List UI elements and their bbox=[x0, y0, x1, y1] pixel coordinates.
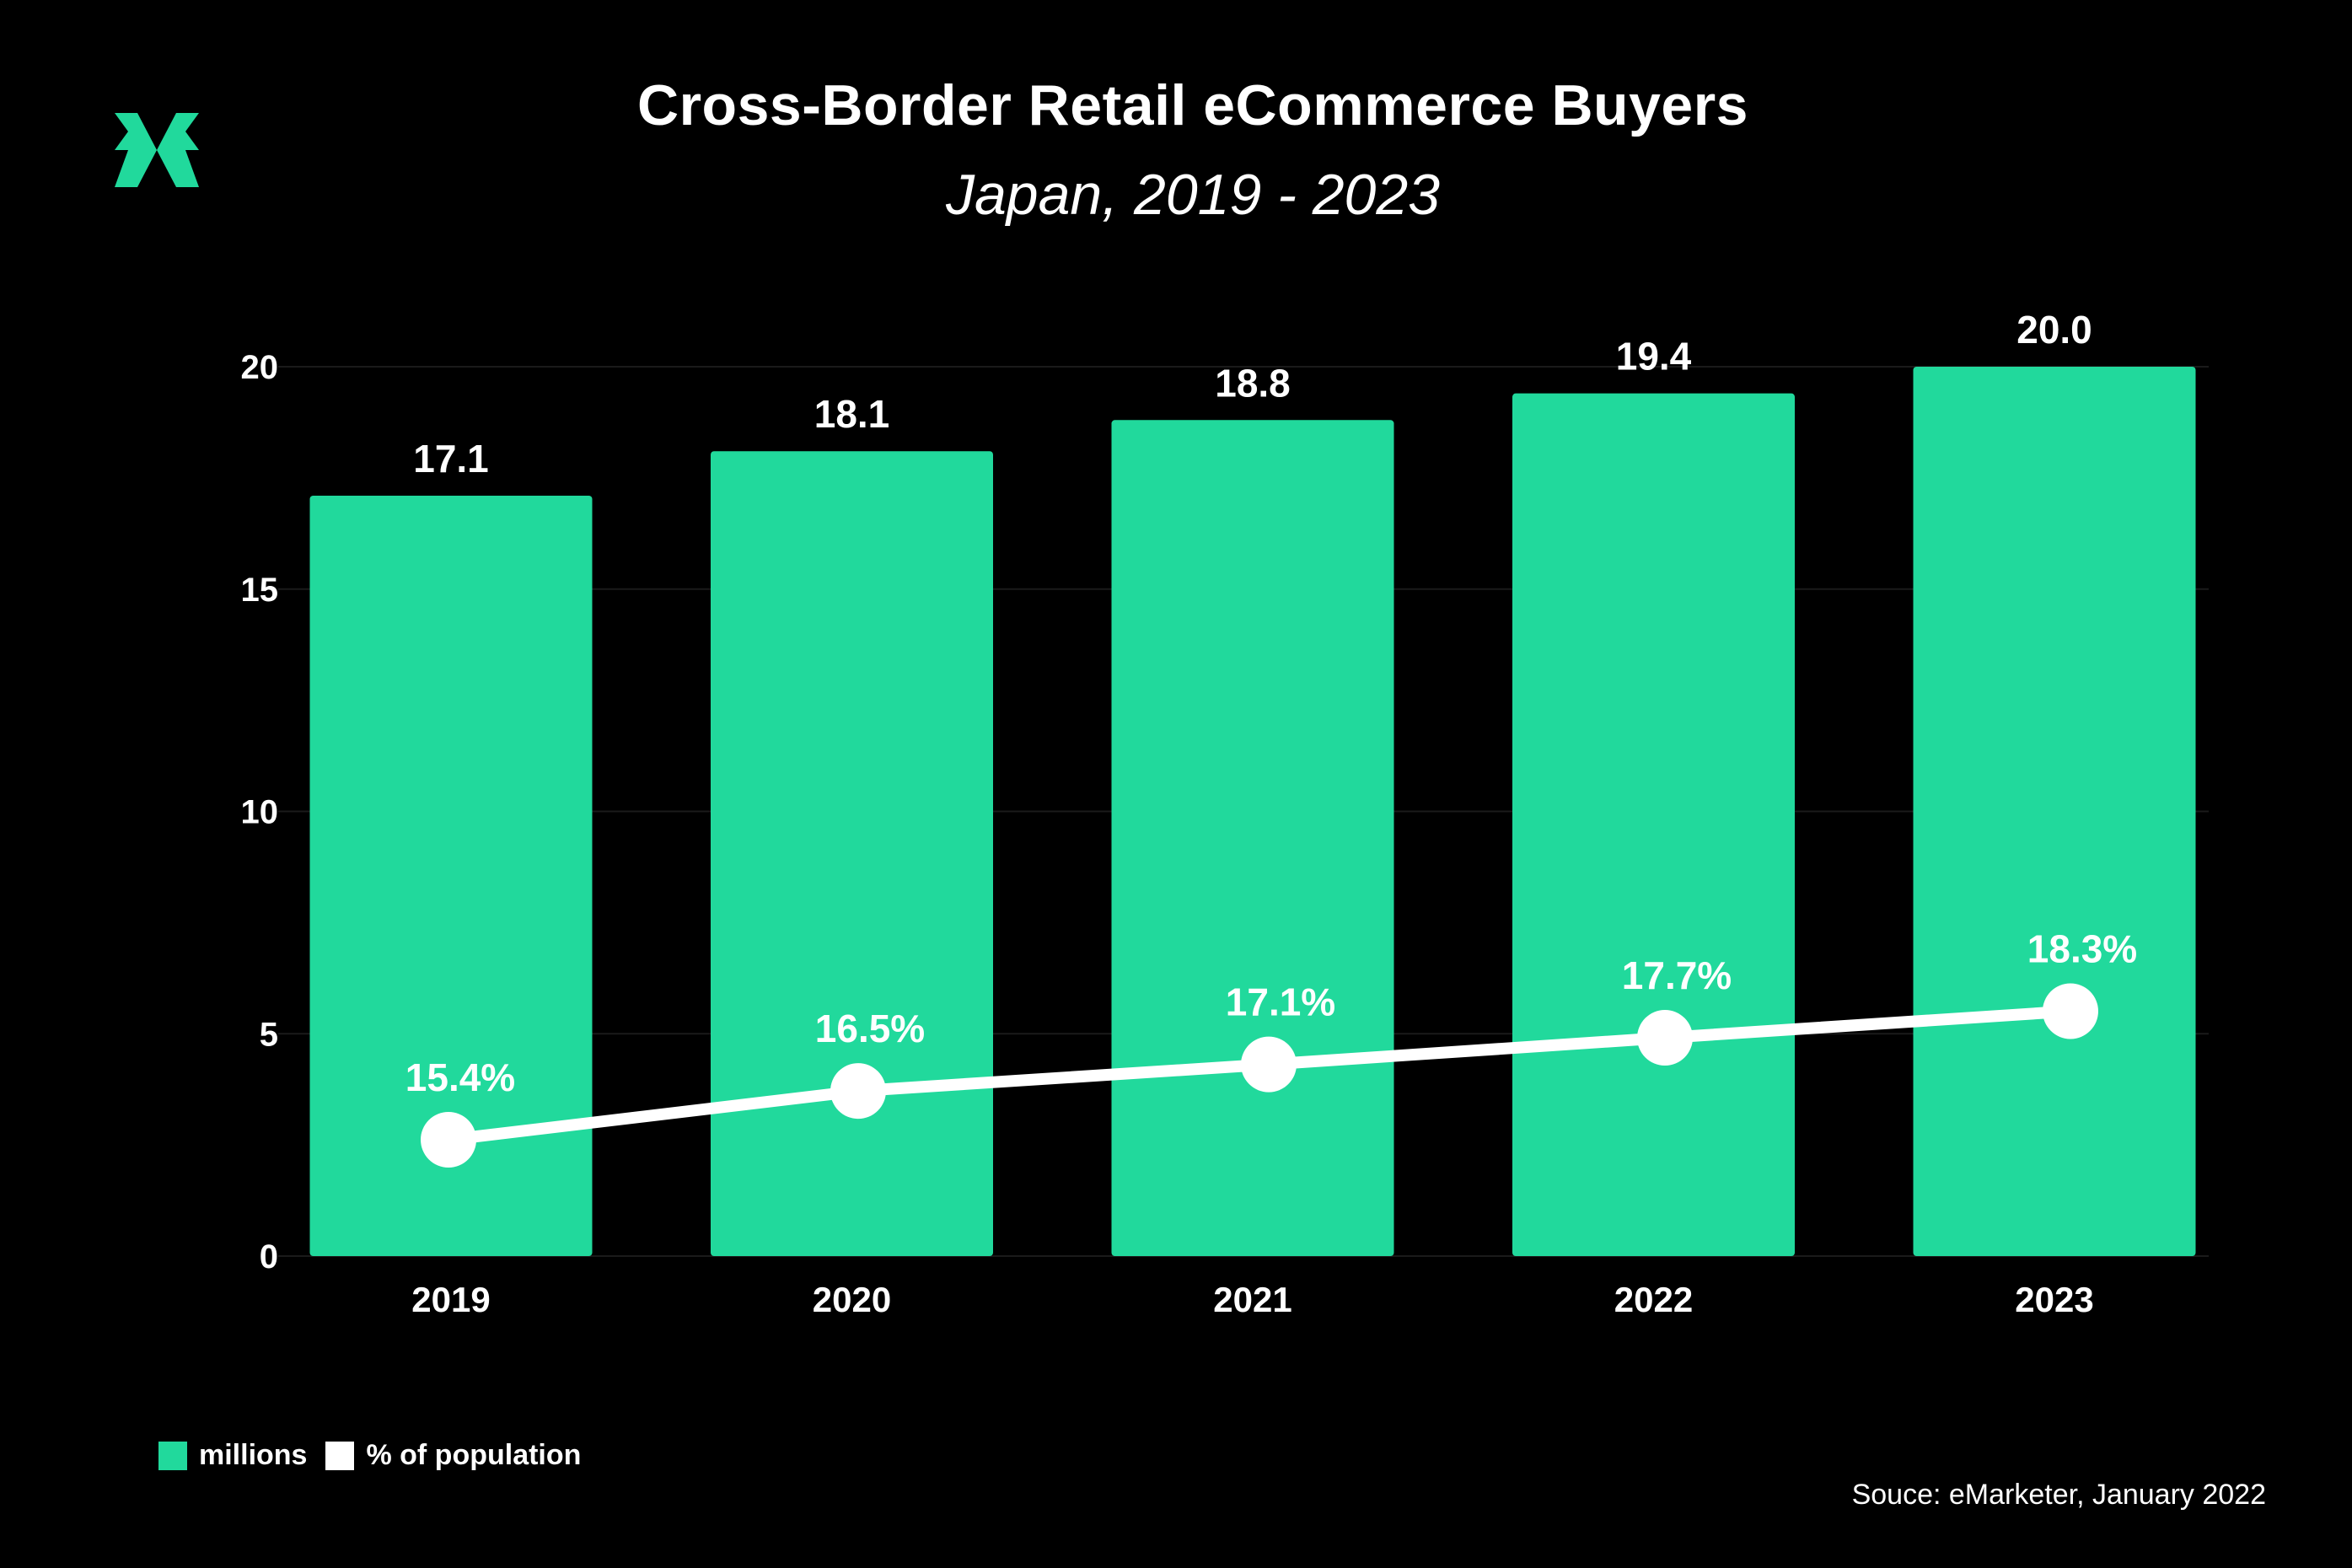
bar-value-label: 20.0 bbox=[2016, 308, 2092, 352]
x-tick-label: 2019 bbox=[411, 1280, 490, 1319]
bar bbox=[1512, 393, 1795, 1256]
x-tick-label: 2020 bbox=[813, 1280, 891, 1319]
population-value-label: 16.5% bbox=[815, 1007, 925, 1050]
population-point bbox=[1241, 1036, 1297, 1093]
chart-title: Cross-Border Retail eCommerce Buyers bbox=[636, 73, 1749, 137]
population-point bbox=[2043, 983, 2098, 1039]
y-tick-label: 10 bbox=[241, 794, 279, 831]
y-tick-label: 5 bbox=[260, 1016, 278, 1053]
bar bbox=[1111, 420, 1394, 1256]
population-value-label: 18.3% bbox=[2027, 926, 2137, 970]
legend: millions % of population bbox=[158, 1439, 599, 1472]
logo-icon bbox=[115, 113, 199, 187]
population-value-label: 17.7% bbox=[1622, 953, 1732, 997]
legend-item-millions: millions bbox=[158, 1439, 307, 1472]
y-tick-label: 20 bbox=[241, 349, 279, 386]
bar bbox=[309, 495, 593, 1256]
source-note: Souce: eMarketer, January 2022 bbox=[1851, 1479, 2266, 1511]
legend-item-population: % of population bbox=[325, 1439, 581, 1472]
bar bbox=[711, 451, 993, 1256]
legend-label-population: % of population bbox=[366, 1439, 582, 1471]
chart-subtitle: Japan, 2019 - 2023 bbox=[945, 163, 1441, 227]
population-point bbox=[1637, 1010, 1693, 1066]
bar-value-label: 18.8 bbox=[1215, 361, 1291, 405]
bar-value-label: 18.1 bbox=[814, 392, 890, 436]
legend-swatch-population bbox=[325, 1441, 355, 1470]
logo-mark-bottom bbox=[115, 150, 199, 187]
legend-label-millions: millions bbox=[199, 1439, 308, 1471]
x-tick-label: 2022 bbox=[1614, 1280, 1693, 1319]
bar bbox=[1913, 367, 2196, 1256]
x-tick-label: 2021 bbox=[1213, 1280, 1291, 1319]
population-point bbox=[830, 1063, 886, 1120]
x-tick-label: 2023 bbox=[2015, 1280, 2093, 1319]
bar-value-label: 17.1 bbox=[413, 437, 489, 481]
logo-mark-right bbox=[157, 113, 199, 150]
legend-swatch-millions bbox=[158, 1441, 187, 1470]
y-tick-label: 0 bbox=[260, 1238, 278, 1275]
population-value-label: 17.1% bbox=[1226, 980, 1335, 1024]
population-point bbox=[421, 1112, 476, 1168]
bar-value-label: 19.4 bbox=[1616, 335, 1692, 379]
logo-mark-top bbox=[115, 113, 157, 150]
population-value-label: 15.4% bbox=[405, 1055, 515, 1099]
y-tick-label: 15 bbox=[241, 572, 279, 609]
